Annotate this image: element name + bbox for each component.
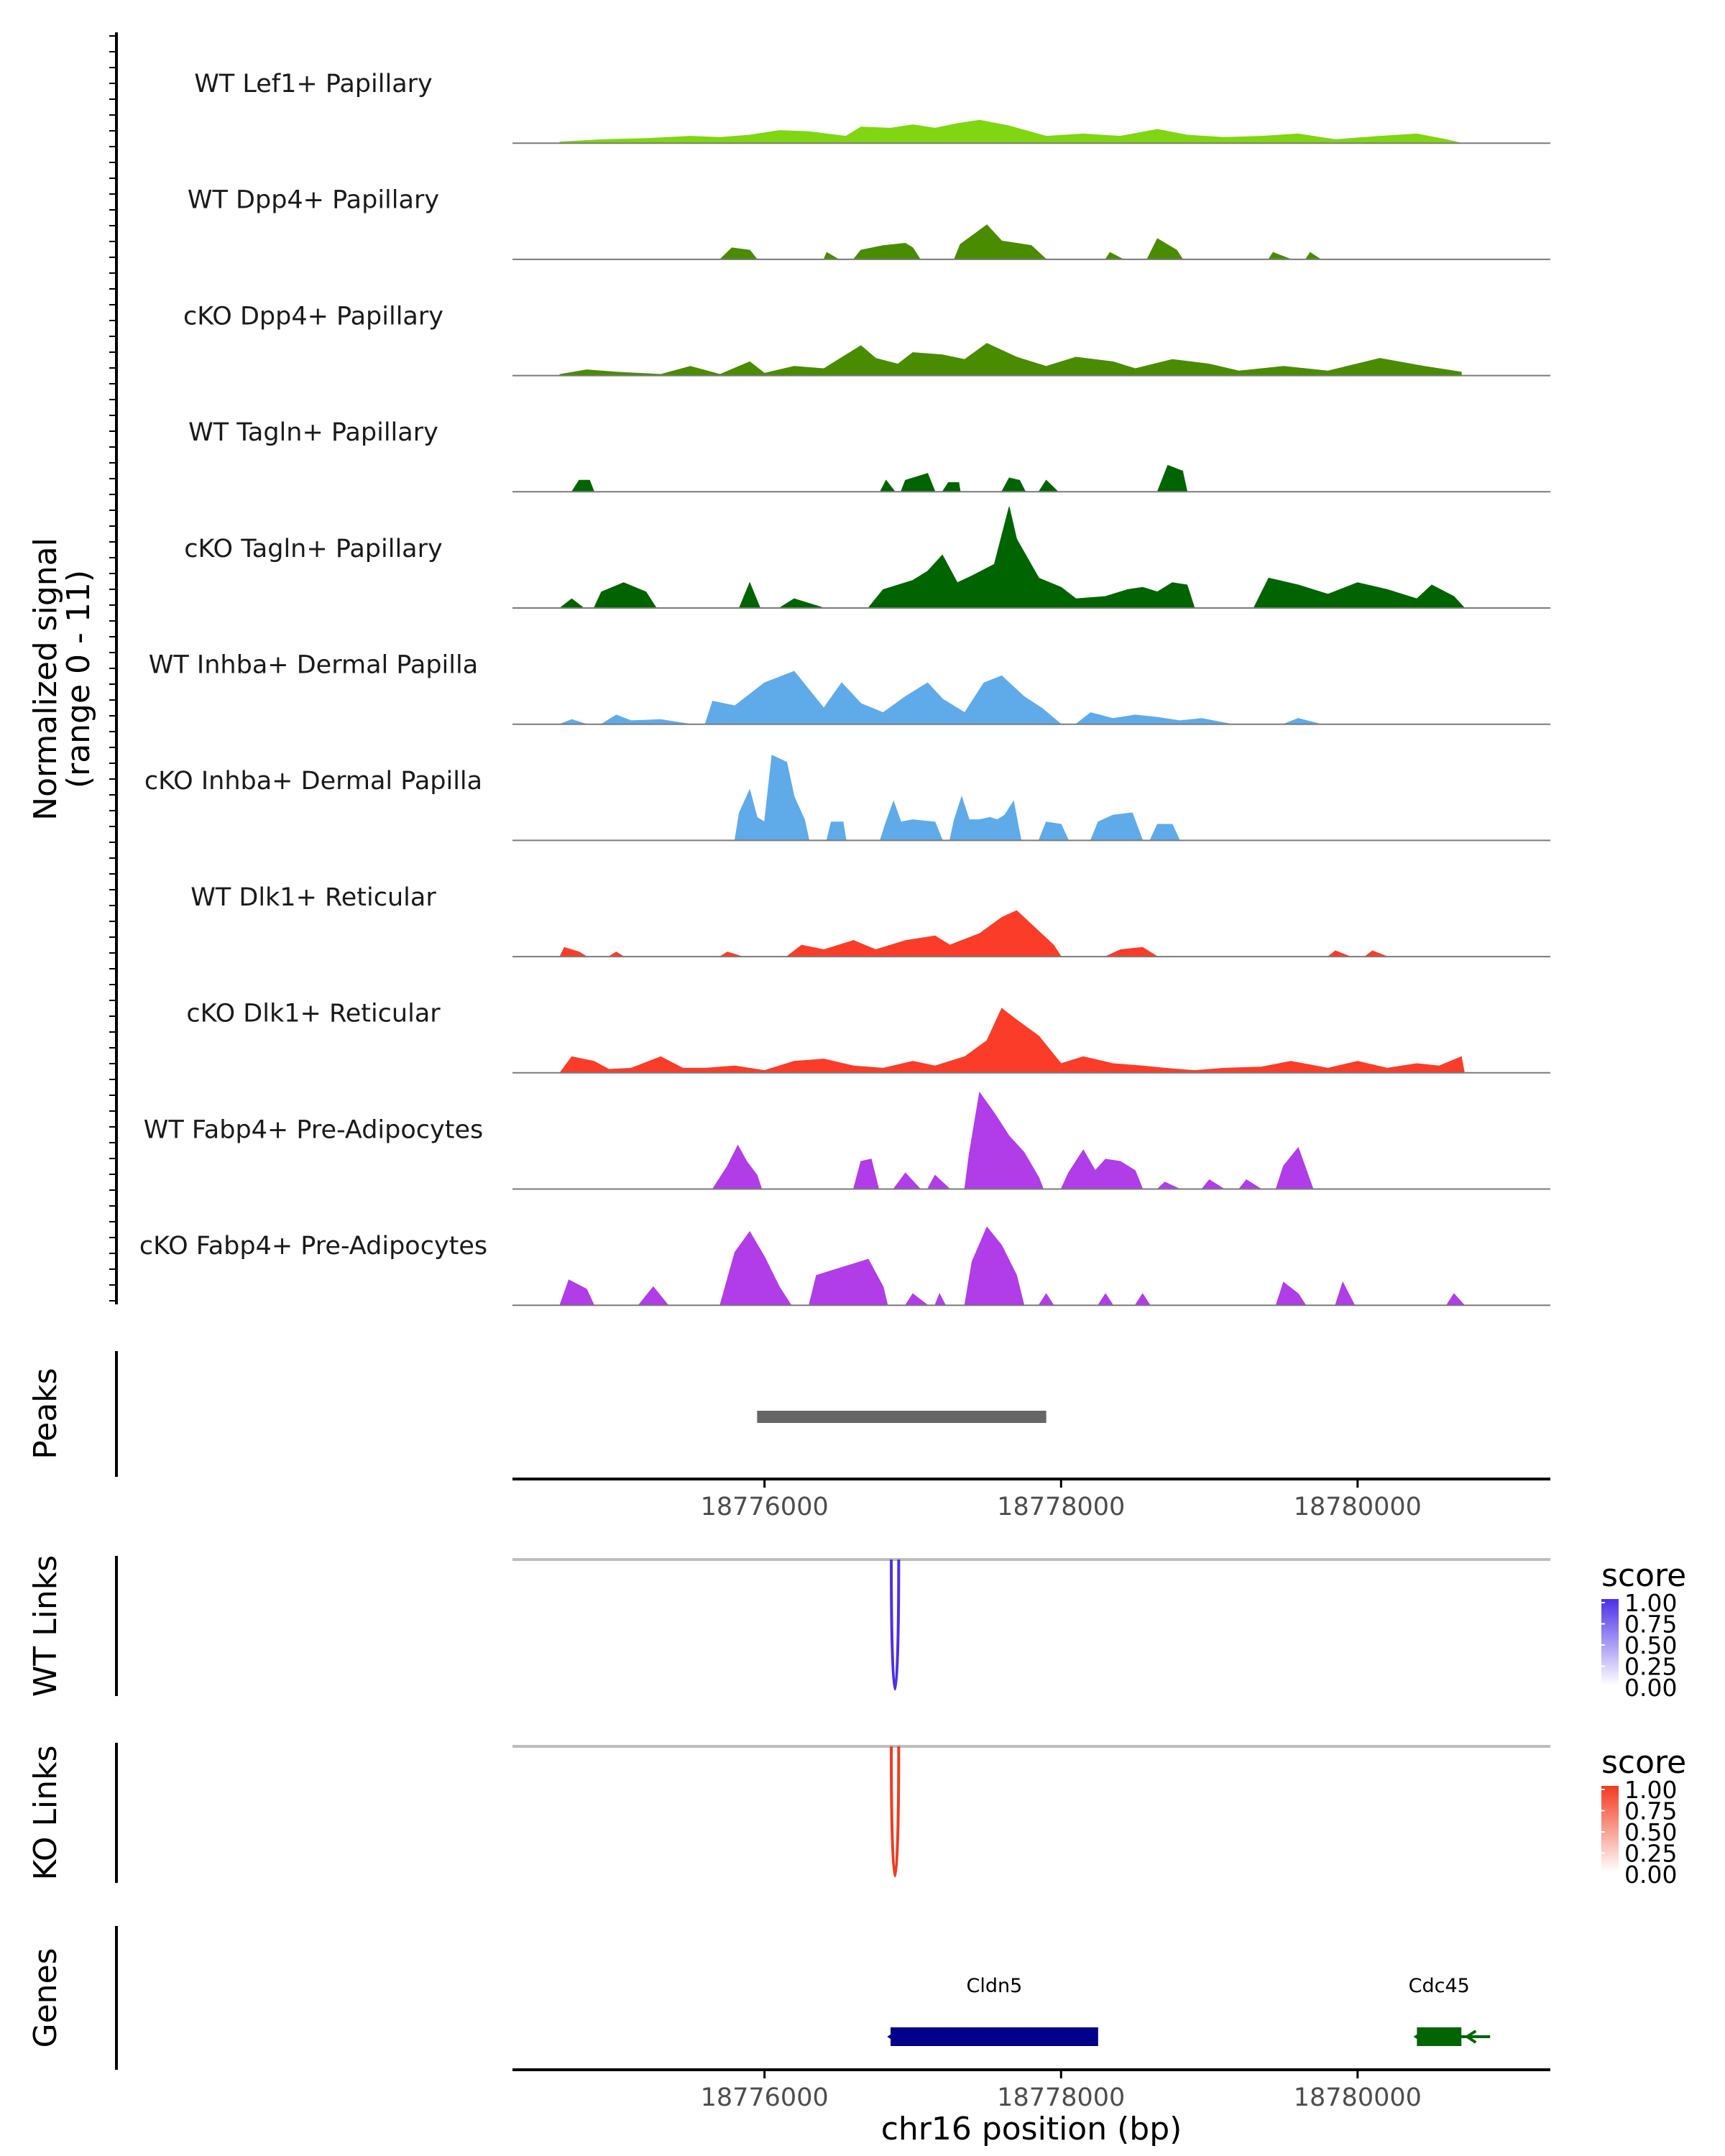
- coverage-area: [559, 910, 1388, 957]
- x-axis-title: chr16 position (bp): [881, 2111, 1182, 2147]
- peaks-panel: Peaks 18776000 18778000 18780000: [27, 1351, 1550, 1521]
- coverage-track: WT Tagln+ Papillary: [188, 418, 1550, 493]
- strand-arrow: [887, 2030, 898, 2044]
- peaks-x-axis-ticks: 18776000 18778000 18780000: [701, 1479, 1422, 1521]
- coverage-y-axis-range: (range 0 - 11): [60, 570, 97, 788]
- link-arc: [890, 1559, 901, 1691]
- track-label: cKO Dpp4+ Papillary: [183, 302, 443, 331]
- x-axis-tick-label: 18776000: [701, 1493, 829, 1521]
- coverage-area: [734, 755, 1181, 841]
- track-label: cKO Inhba+ Dermal Papilla: [144, 767, 482, 796]
- genes-label: Genes: [27, 1948, 64, 2047]
- x-axis-tick-label: 18778000: [997, 2083, 1125, 2112]
- legend-tick-label: 1.00: [1624, 1589, 1677, 1617]
- legend-tick-label: 0.50: [1624, 1631, 1677, 1659]
- track-label: WT Fabp4+ Pre-Adipocytes: [144, 1115, 483, 1144]
- link-arc: [890, 1746, 901, 1878]
- coverage-area: [559, 343, 1462, 377]
- gene-models: Cldn5 Cdc45: [887, 1975, 1491, 2046]
- legend-tick-label: 1.00: [1624, 1776, 1677, 1804]
- gene-model: Cldn5: [887, 1975, 1098, 2046]
- track-label: WT Dpp4+ Papillary: [188, 186, 439, 215]
- legend-tick-label: 0.00: [1624, 1861, 1677, 1889]
- strand-arrow: [1464, 2030, 1477, 2044]
- track-label: WT Lef1+ Papillary: [194, 70, 433, 98]
- coverage-area: [559, 119, 1462, 144]
- legend-title: score: [1601, 1557, 1686, 1594]
- coverage-area: [559, 1226, 1466, 1306]
- track-label: cKO Tagln+ Papillary: [184, 535, 443, 563]
- track-label: WT Dlk1+ Reticular: [190, 883, 436, 912]
- x-axis-tick-label: 18780000: [1294, 2083, 1422, 2112]
- peaks-label: Peaks: [27, 1368, 64, 1459]
- coverage-area: [559, 1008, 1466, 1074]
- links-label: WT Links: [27, 1555, 64, 1697]
- coverage-track: WT Dpp4+ Papillary: [188, 186, 1550, 260]
- legend-colorbar: [1601, 1599, 1619, 1685]
- legend-tick-label: 0.50: [1624, 1818, 1677, 1846]
- legend-tick-label: 0.75: [1624, 1797, 1677, 1825]
- gene-model: Cdc45: [1409, 1975, 1491, 2046]
- x-axis-tick-label: 18780000: [1294, 1493, 1422, 1521]
- legend-tick-label: 0.25: [1624, 1840, 1677, 1868]
- coverage-track: cKO Dlk1+ Reticular: [186, 1000, 1550, 1074]
- genes-x-axis-ticks: 18776000 18778000 18780000: [701, 2070, 1422, 2112]
- coverage-y-axis-title: Normalized signal: [27, 538, 64, 821]
- peak-regions: [757, 1411, 1046, 1423]
- coverage-track: cKO Tagln+ Papillary: [184, 507, 1550, 609]
- coverage-track: cKO Fabp4+ Pre-Adipocytes: [139, 1226, 1550, 1307]
- track-label: WT Tagln+ Papillary: [188, 418, 438, 447]
- coverage-track: WT Dlk1+ Reticular: [190, 883, 1550, 958]
- coverage-area: [719, 224, 1322, 260]
- genes-panel: Genes Cldn5 Cdc45 18776000 18778000 1878000…: [27, 1926, 1550, 2147]
- coverage-area: [712, 1091, 1314, 1189]
- legend-colorbar: [1601, 1786, 1619, 1872]
- coverage-track: cKO Dpp4+ Papillary: [183, 302, 1550, 377]
- gene-body: [891, 2027, 1098, 2046]
- gene-name: Cldn5: [967, 1975, 1023, 1997]
- coverage-area: [571, 464, 1188, 492]
- track-label: WT Inhba+ Dermal Papilla: [149, 651, 478, 680]
- strand-arrow: [1413, 2030, 1425, 2044]
- x-axis-tick-label: 18778000: [997, 1493, 1125, 1521]
- coverage-track: WT Inhba+ Dermal Papilla: [149, 651, 1550, 725]
- gene-name: Cdc45: [1409, 1975, 1470, 1997]
- coverage-track: WT Lef1+ Papillary: [194, 70, 1550, 144]
- peak-region: [757, 1411, 1046, 1423]
- legend-tick-label: 0.00: [1624, 1674, 1677, 1702]
- coverage-area: [558, 507, 1466, 609]
- coverage-panel: Normalized signal (range 0 - 11) WT Lef1…: [27, 32, 1550, 1307]
- track-label: cKO Fabp4+ Pre-Adipocytes: [139, 1232, 487, 1261]
- legend-tick-label: 0.75: [1624, 1611, 1677, 1639]
- coverage-area: [559, 671, 1321, 725]
- coverage-tracks: WT Lef1+ Papillary WT Dpp4+ Papillary cKO …: [139, 70, 1550, 1307]
- coverage-y-axis-ticks: [109, 35, 116, 1302]
- track-label: cKO Dlk1+ Reticular: [186, 1000, 441, 1028]
- legend-title: score: [1601, 1744, 1686, 1781]
- links-label: KO Links: [27, 1745, 64, 1880]
- x-axis-tick-label: 18776000: [701, 2083, 829, 2112]
- coverage-track: cKO Inhba+ Dermal Papilla: [144, 755, 1550, 842]
- coverage-track: WT Fabp4+ Pre-Adipocytes: [144, 1091, 1550, 1190]
- legend-tick-label: 0.25: [1624, 1653, 1677, 1681]
